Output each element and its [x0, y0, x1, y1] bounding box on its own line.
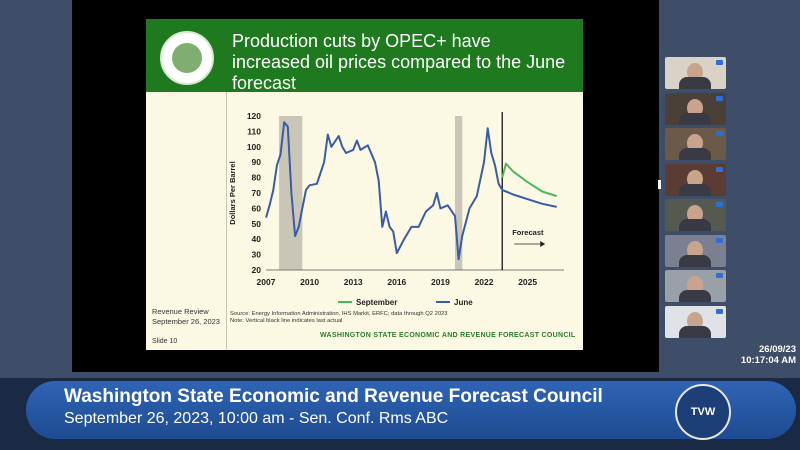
- y-tick-label-50: 50: [252, 219, 262, 229]
- x-tick-label-2022: 2022: [475, 277, 494, 287]
- review-date: September 26, 2023: [152, 317, 220, 326]
- vertical-line-note: Note: Vertical black line indicates last…: [230, 318, 343, 324]
- x-tick-label-2019: 2019: [431, 277, 450, 287]
- audio-indicator-icon: [716, 308, 723, 314]
- clock-time: 10:17:04 AM: [740, 355, 796, 366]
- participant-head: [687, 98, 703, 117]
- participant-body: [679, 219, 711, 231]
- participant-tile[interactable]: [665, 128, 726, 160]
- audio-indicator-icon: [716, 237, 723, 243]
- participant-head: [687, 169, 703, 188]
- council-footer: WASHINGTON STATE ECONOMIC AND REVENUE FO…: [320, 332, 576, 339]
- x-tick-label-2013: 2013: [344, 277, 363, 287]
- series-line-june: [265, 121, 557, 261]
- source-note: Source: Energy Information Administratio…: [230, 311, 448, 317]
- participant-tile[interactable]: [665, 163, 726, 196]
- lower-third-title: Washington State Economic and Revenue Fo…: [64, 386, 603, 407]
- forecast-annotation: Forecast: [512, 228, 544, 237]
- broadcast-clock: 26/09/23 10:17:04 AM: [741, 344, 796, 366]
- participant-body: [679, 290, 711, 302]
- participant-head: [687, 63, 703, 81]
- participant-body: [679, 254, 711, 267]
- revenue-review-label: Revenue Review September 26, 2023: [152, 307, 220, 327]
- participant-tile[interactable]: [665, 234, 726, 267]
- participant-head: [687, 240, 703, 259]
- participant-head: [687, 311, 703, 330]
- recession-shade-1: [454, 116, 463, 270]
- chart-sources: Source: Energy Information Administratio…: [230, 311, 448, 325]
- participant-head: [687, 134, 703, 152]
- x-tick-label-2010: 2010: [300, 277, 319, 287]
- x-tick-label-2016: 2016: [387, 277, 406, 287]
- y-tick-label-60: 60: [252, 203, 262, 213]
- y-tick-label-80: 80: [252, 173, 262, 183]
- forecast-arrow-head: [540, 241, 546, 247]
- participant-tile[interactable]: [665, 305, 726, 338]
- audio-indicator-icon: [716, 273, 723, 278]
- oil-price-chart: 20 30 40 50 60 70 80 90 100 110 120 2007 2010 2013 201…: [228, 111, 564, 307]
- participant-tile[interactable]: [665, 199, 726, 231]
- y-tick-label-30: 30: [252, 250, 262, 260]
- y-tick-label-20: 20: [252, 265, 262, 275]
- x-tick-label-2007: 2007: [257, 277, 276, 287]
- y-tick-label-120: 120: [247, 111, 261, 121]
- participant-body: [679, 325, 711, 338]
- participant-body: [679, 77, 711, 89]
- y-tick-label-40: 40: [252, 234, 262, 244]
- participant-tile[interactable]: [665, 270, 726, 302]
- audio-indicator-icon: [716, 60, 723, 65]
- series-line-september: [501, 162, 558, 198]
- slide-left-column: Revenue Review September 26, 2023 Slide …: [146, 92, 227, 350]
- slide-title: Production cuts by OPEC+ have increased …: [232, 31, 566, 93]
- participant-body: [679, 183, 711, 196]
- y-tick-label-70: 70: [252, 188, 262, 198]
- lower-third-subtitle: September 26, 2023, 10:00 am - Sen. Conf…: [64, 410, 449, 427]
- participant-tile[interactable]: [665, 57, 726, 89]
- clock-date: 26/09/23: [759, 344, 796, 355]
- review-line-1: Revenue Review: [152, 307, 209, 316]
- y-tick-label-100: 100: [247, 142, 261, 152]
- participant-body: [679, 148, 711, 160]
- x-tick-label-2025: 2025: [518, 277, 537, 287]
- participant-tile[interactable]: [665, 92, 726, 125]
- participant-head: [687, 276, 703, 294]
- audio-indicator-icon: [716, 95, 723, 101]
- sidebar-collapse-handle[interactable]: [658, 180, 661, 189]
- y-axis-label: Dollars Per Barrel: [228, 161, 237, 224]
- slide-number: Slide 10: [152, 338, 178, 345]
- washington-seal-icon: [160, 31, 214, 85]
- audio-indicator-icon: [716, 202, 723, 207]
- y-tick-label-110: 110: [247, 126, 261, 136]
- lower-third-bar: [26, 381, 796, 439]
- legend-label-june: June: [454, 298, 473, 307]
- audio-indicator-icon: [716, 131, 723, 136]
- audio-indicator-icon: [716, 166, 723, 172]
- slide-header: Production cuts by OPEC+ have increased …: [146, 19, 583, 93]
- presentation-slide: Production cuts by OPEC+ have increased …: [146, 19, 583, 350]
- legend-label-september: September: [356, 298, 397, 307]
- participant-body: [679, 112, 711, 125]
- tvw-logo: TVW: [675, 384, 731, 440]
- y-tick-label-90: 90: [252, 157, 262, 167]
- participant-head: [687, 205, 703, 223]
